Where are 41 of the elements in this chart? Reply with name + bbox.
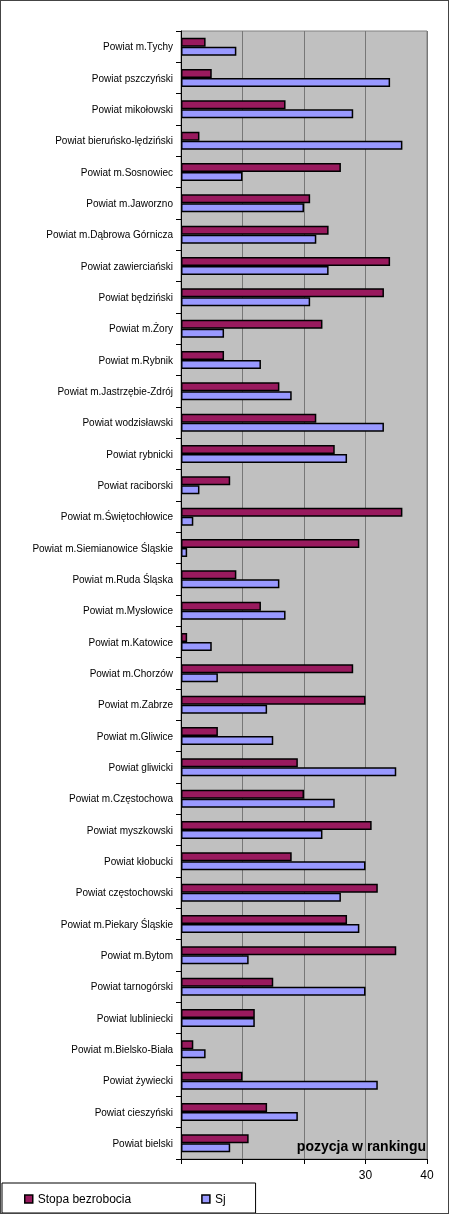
legend-label: Sj <box>214 1192 226 1206</box>
x-tick-label: 40 <box>420 1168 434 1182</box>
y-tick-label: Powiat m.Gliwice <box>96 730 174 742</box>
y-tick-label: Powiat m.Jaworzno <box>86 197 174 209</box>
y-tick-label: Powiat m.Jastrzębie-Zdrój <box>57 385 173 397</box>
y-tick-label: Powiat bieruńsko-lędziński <box>55 135 173 147</box>
y-tick-label: Powiat mikołowski <box>91 103 173 115</box>
y-tick-label: Powiat żywiecki <box>102 1075 173 1087</box>
y-tick-label: Powiat kłobucki <box>104 855 173 867</box>
y-tick-label: Powiat m.Sosnowiec <box>80 166 173 178</box>
y-tick-label: Powiat pszczyński <box>91 72 173 84</box>
y-tick-label: Powiat m.Bielsko-Biała <box>71 1043 174 1055</box>
legend-label: Stopa bezrobocia <box>37 1192 132 1206</box>
y-tick-label: Powiat m.Żory <box>109 322 173 335</box>
y-tick-label: Powiat m.Zabrze <box>97 699 174 711</box>
y-tick-label: Powiat lubliniecki <box>96 1012 173 1024</box>
y-tick-label: Powiat wodzisławski <box>82 417 173 429</box>
x-tick-label: 30 <box>358 1168 373 1182</box>
y-tick-label: Powiat m.Chorzów <box>89 667 174 679</box>
y-tick-label: Powiat będziński <box>98 291 173 303</box>
x-axis-title: pozycja w rankingu <box>296 1138 426 1154</box>
y-tick-label: Powiat zawierciański <box>80 260 173 272</box>
y-tick-label: Powiat częstochowski <box>75 887 173 899</box>
y-tick-label: Powiat raciborski <box>97 479 173 491</box>
y-tick-label: Powiat m.Katowice <box>88 636 174 648</box>
y-tick-label: Powiat cieszyński <box>94 1106 173 1118</box>
y-tick-label: Powiat m.Tychy <box>102 41 173 53</box>
y-tick-label: Powiat m.Ruda Śląska <box>72 572 174 585</box>
y-tick-label: Powiat m.Piekary Śląskie <box>60 917 174 930</box>
y-tick-label: Powiat rybnicki <box>106 448 173 460</box>
y-tick-label: Powiat m.Bytom <box>100 949 173 961</box>
y-tick-label: Powiat m.Mysłowice <box>82 605 174 617</box>
y-tick-label: Powiat m.Dąbrowa Górnicza <box>46 229 174 241</box>
y-tick-label: Powiat tarnogórski <box>90 981 173 993</box>
y-tick-label: Powiat m.Rybnik <box>98 354 174 366</box>
y-tick-label: Powiat bielski <box>112 1137 173 1149</box>
y-tick-label: Powiat m.Świętochłowice <box>60 510 174 523</box>
y-tick-label: Powiat m.Częstochowa <box>69 793 174 805</box>
y-tick-label: Powiat gliwicki <box>108 761 173 773</box>
y-tick-label: Powiat myszkowski <box>86 824 173 836</box>
y-tick-label: Powiat m.Siemianowice Śląskie <box>32 541 174 554</box>
